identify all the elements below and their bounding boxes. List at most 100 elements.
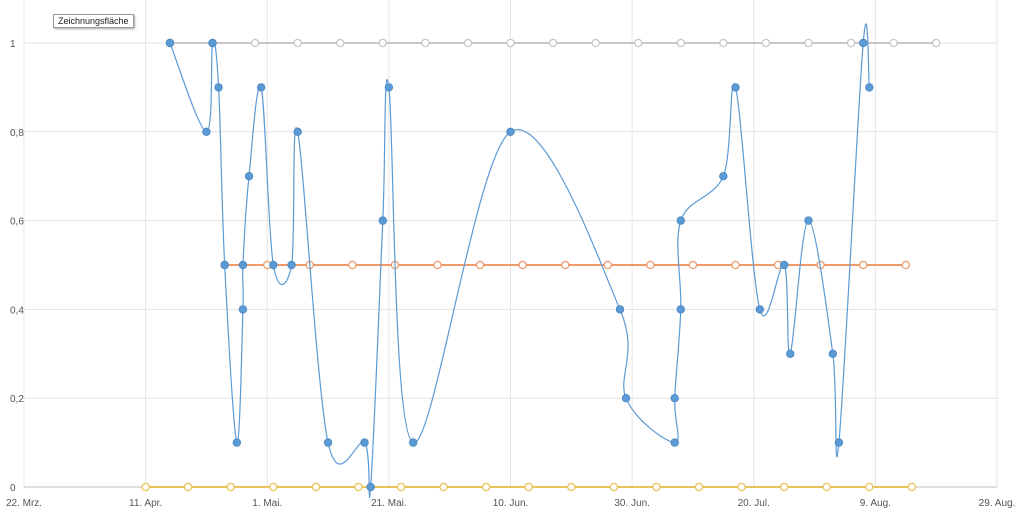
series-3-point	[755, 305, 765, 314]
series-2-point	[907, 482, 917, 492]
series-3-point	[287, 260, 296, 270]
y-tick-label: 0,4	[10, 305, 24, 316]
series-3-point	[865, 83, 874, 92]
series-0-point	[591, 38, 600, 48]
series-2-point	[354, 482, 363, 492]
series-1-point	[518, 260, 527, 270]
series-1-point	[731, 260, 740, 270]
series-1-point	[433, 260, 442, 270]
series-2-point	[609, 482, 619, 492]
series-2-point	[183, 482, 193, 492]
series-0-point	[633, 38, 643, 48]
series-3-point	[621, 394, 631, 403]
series-2-point	[141, 482, 150, 492]
series-0-point	[846, 38, 856, 48]
series-0-point	[719, 38, 728, 48]
series-0-point	[676, 38, 686, 48]
series-3-point	[208, 38, 217, 48]
x-tick-label: 20. Jul.	[738, 498, 770, 509]
series-2-point	[269, 482, 278, 492]
series-0-point	[250, 38, 260, 48]
x-tick-label: 11. Apr.	[129, 498, 162, 509]
series-0-point	[293, 38, 302, 48]
series-3-point	[378, 216, 387, 225]
series-1-point	[560, 260, 570, 270]
series-3-point	[615, 305, 625, 314]
series-1-point	[646, 260, 655, 270]
series-3-point	[360, 438, 369, 447]
series-3-point	[786, 349, 795, 358]
chart-area-tooltip: Zeichnungsfläche	[53, 14, 134, 28]
series-2-point	[822, 482, 831, 492]
series-3-point	[384, 83, 394, 92]
series-0-point	[421, 38, 430, 48]
series-3-point	[366, 482, 375, 492]
series-2-point	[311, 482, 321, 492]
series	[141, 23, 941, 498]
series-0-point	[463, 38, 473, 48]
y-tick-label: 0,8	[10, 128, 24, 139]
y-tick-label: 0	[10, 483, 16, 494]
y-tick-label: 0,2	[10, 394, 24, 405]
x-tick-label: 22. Mrz.	[6, 498, 42, 509]
series-3-point	[506, 127, 515, 136]
series-3-point	[804, 216, 813, 225]
series-3-line	[169, 23, 870, 498]
series-3-point	[165, 38, 175, 48]
series-3-point	[828, 349, 838, 358]
series-1-point	[348, 260, 357, 270]
series-3-point	[719, 171, 728, 181]
series-3-point	[323, 438, 333, 447]
series-3-point	[670, 438, 679, 447]
series-3-point	[214, 83, 223, 92]
series-2-point	[865, 482, 874, 492]
series-3-point	[202, 127, 211, 136]
series-3-point	[256, 83, 266, 92]
series-3-point	[293, 127, 302, 136]
series-3-point	[676, 216, 685, 225]
series-0-point	[548, 38, 558, 48]
series-3-point	[238, 260, 248, 270]
series-3-point	[269, 260, 278, 270]
series-3-point	[409, 438, 418, 447]
series-2-point	[694, 482, 704, 492]
x-tick-label: 29. Aug.	[979, 498, 1016, 509]
series-0-point	[761, 38, 771, 48]
series-0-point	[506, 38, 515, 48]
series-2-point	[779, 482, 789, 492]
series-3-point	[676, 305, 685, 314]
series-0-point	[335, 38, 345, 48]
series-2-point	[524, 482, 533, 492]
series-3-point	[731, 83, 740, 92]
x-tick-label: 1. Mai.	[252, 498, 282, 509]
series-3-point	[670, 394, 679, 403]
series-0-point	[378, 38, 388, 48]
x-tick-label: 30. Jun.	[614, 498, 650, 509]
series-3-point	[859, 38, 868, 48]
series-2-point	[567, 482, 576, 492]
series-3-point	[244, 171, 254, 181]
series-2-point	[737, 482, 746, 492]
series-0-point	[889, 38, 898, 48]
series-3-point	[232, 438, 242, 447]
series-2-point	[481, 482, 491, 492]
series-1-point	[688, 260, 698, 270]
series-1-point	[858, 260, 868, 270]
series-3-point	[220, 260, 229, 270]
series-0-point	[931, 38, 941, 48]
series-2-point	[226, 482, 236, 492]
series-1-point	[603, 260, 613, 270]
series-3-point	[779, 260, 789, 270]
x-tick-label: 10. Jun.	[493, 498, 529, 509]
x-tick-label: 21. Mai.	[371, 498, 407, 509]
x-tick-label: 9. Aug.	[860, 498, 891, 509]
series-1-point	[475, 260, 485, 270]
series-3-point	[834, 438, 844, 447]
series-2-point	[652, 482, 661, 492]
series-3-point	[238, 305, 248, 314]
y-tick-label: 0,6	[10, 217, 24, 228]
series-2-point	[439, 482, 448, 492]
axes: 22. Mrz. 11. Apr. 1. Mai. 21. Mai. 10. Jun. 3…	[6, 39, 1015, 509]
